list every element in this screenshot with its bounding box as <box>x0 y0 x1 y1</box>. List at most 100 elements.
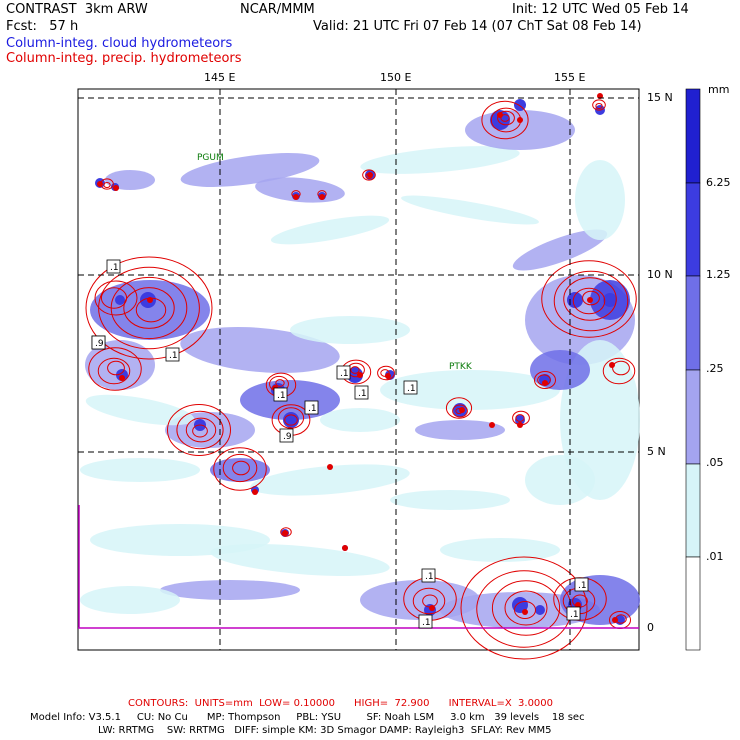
contour-label-box <box>165 347 180 362</box>
cloud-core <box>567 292 583 308</box>
cloud-patch <box>390 490 510 510</box>
lon-label-155: 155 E <box>554 71 586 84</box>
model-title: CONTRAST 3km ARW <box>6 2 148 17</box>
precip-contour <box>491 580 561 636</box>
precip-contour <box>280 527 292 537</box>
precip-contour <box>192 424 208 438</box>
contour-label-box <box>273 387 288 402</box>
lon-label-150: 150 E <box>380 71 412 84</box>
precip-contour <box>553 270 629 332</box>
contour-label-text: .1 <box>422 618 431 628</box>
contour-label-text: .1 <box>407 384 416 394</box>
legend-precip-label: Column-integ. precip. hydrometeors <box>6 51 242 66</box>
cloud-patch <box>80 586 180 614</box>
contour-label-box <box>354 385 369 400</box>
cloud-patch <box>85 340 155 390</box>
precip-core <box>342 545 348 551</box>
cloud-patch <box>575 160 625 240</box>
cloud-patch <box>85 394 195 426</box>
contour-labels: .1.1.9.1.1.1.9.1.1.1.1.1.1.1 <box>91 259 589 629</box>
precip-contour <box>284 414 298 426</box>
precip-contour <box>176 410 224 450</box>
precip-contour <box>275 379 285 387</box>
precip-core <box>385 373 391 379</box>
contour-label-text: .1 <box>110 263 119 273</box>
precip-core <box>517 422 523 428</box>
cloud-patch <box>360 146 520 174</box>
precip-core <box>542 380 548 386</box>
precip-contour <box>602 357 636 385</box>
cloud-core <box>535 605 545 615</box>
cloud-patch <box>290 316 410 344</box>
cloud-patch <box>270 215 390 245</box>
cloud-patch <box>180 153 320 187</box>
precip-core <box>113 185 119 191</box>
precip-core <box>587 297 593 303</box>
init-time: Init: 12 UTC Wed 05 Feb 14 <box>512 2 689 17</box>
precip-contour <box>534 371 556 389</box>
precip-contour <box>541 260 637 338</box>
contour-label-box <box>304 400 319 415</box>
contour-label-text: .1 <box>570 610 579 620</box>
precip-contour <box>500 114 510 122</box>
contour-label-text: .1 <box>340 369 349 379</box>
contour-label-box <box>403 380 418 395</box>
precip-contour <box>380 369 390 377</box>
contour-label-text: .1 <box>425 572 434 582</box>
precip-core <box>489 422 495 428</box>
precip-core <box>293 194 299 200</box>
cloud-patch <box>210 543 390 577</box>
precip-core <box>575 602 581 608</box>
contour-label-box <box>91 335 106 350</box>
legend-cloud-label: Column-integ. cloud hydrometeors <box>6 36 233 51</box>
precip-contour <box>103 181 111 189</box>
cloud-core <box>115 295 125 305</box>
precip-contour <box>592 99 606 111</box>
precip-core <box>497 112 503 118</box>
contour-label-box <box>418 614 433 629</box>
cloud-core <box>512 597 528 613</box>
colorbar-segment <box>685 182 701 277</box>
precip-contour <box>123 287 175 329</box>
colorbar-segment <box>685 88 701 184</box>
precip-contours <box>85 93 637 660</box>
precip-contour <box>222 453 258 483</box>
lat-label-15n: 15 N <box>647 91 673 104</box>
cloud-patch <box>80 458 200 482</box>
precip-contour <box>481 100 529 140</box>
contour-label-box <box>336 365 351 380</box>
precip-contour <box>460 556 588 660</box>
precip-contour <box>572 287 606 315</box>
contour-label-text: .1 <box>277 391 286 401</box>
forecast-hour: Fcst: 57 h <box>6 19 79 34</box>
precip-core <box>522 609 528 615</box>
precip-contour <box>94 280 138 316</box>
precip-contour <box>100 287 128 309</box>
precip-core <box>97 181 103 187</box>
cloud-patch <box>525 455 595 505</box>
precip-core <box>327 464 333 470</box>
precip-core <box>429 605 435 611</box>
precip-core <box>517 117 523 123</box>
precip-contour <box>350 366 360 374</box>
cloud-patch <box>530 350 590 390</box>
precip-core <box>282 530 288 536</box>
contour-label-text: .1 <box>169 351 178 361</box>
lon-label-145: 145 E <box>204 71 236 84</box>
precip-contour <box>612 360 630 376</box>
contour-label-box <box>106 259 121 274</box>
cloud-patch <box>320 408 400 432</box>
colorbar-segment <box>685 369 701 465</box>
model-info-line-2: LW: RRTMG SW: RRTMG DIFF: simple KM: 3D … <box>98 725 552 736</box>
cloud-core <box>603 293 617 307</box>
lat-label-5n: 5 N <box>647 445 666 458</box>
precip-contour <box>232 460 250 476</box>
precip-contour <box>412 587 446 615</box>
colorbar-label-0-25: .25 <box>706 362 724 375</box>
valid-time: Valid: 21 UTC Fri 07 Feb 14 (07 ChT Sat … <box>313 19 642 34</box>
cloud-field <box>80 99 640 628</box>
precip-contour <box>97 357 131 385</box>
colorbar-unit: mm <box>708 83 730 96</box>
station-label-pgum: PGUM <box>197 153 224 163</box>
